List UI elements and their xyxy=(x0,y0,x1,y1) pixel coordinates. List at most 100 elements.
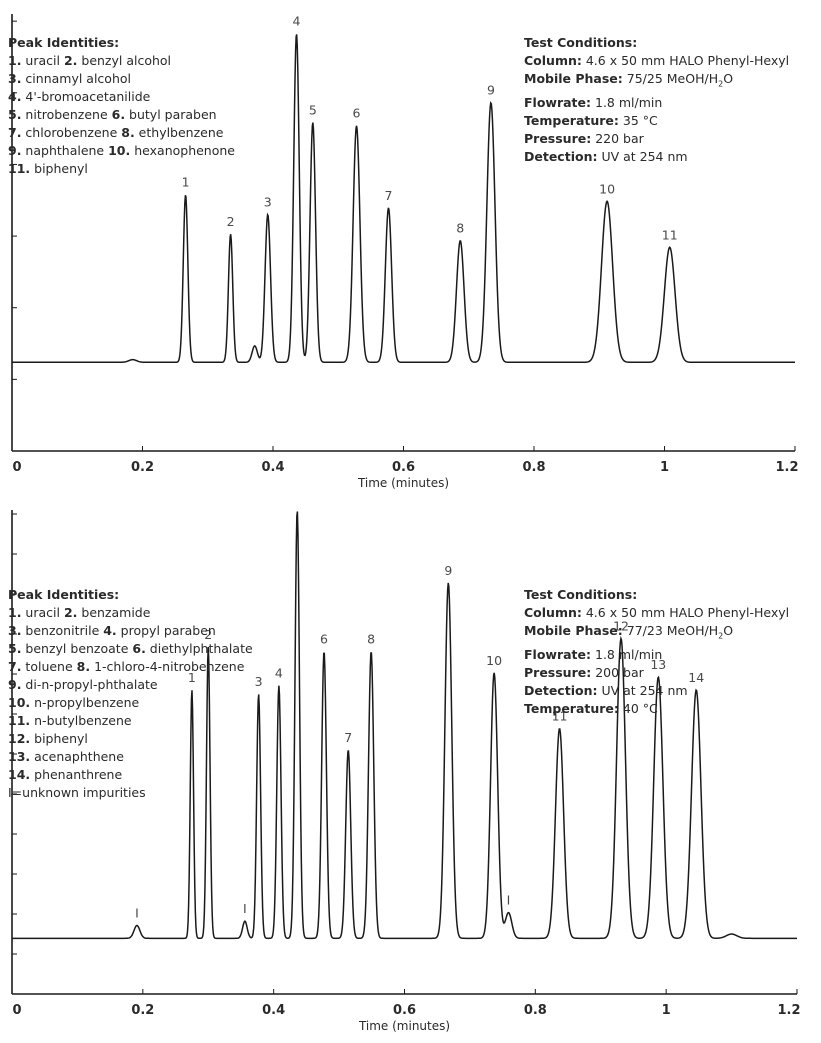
bottom-peak-identity-text: 7. xyxy=(8,659,22,674)
bottom-test-condition-text: 2 xyxy=(718,631,724,641)
top-peak-label: 1 xyxy=(182,175,190,190)
top-peak-identity-line: 1. uracil 2. benzyl alcohol xyxy=(8,52,235,70)
bottom-peak-identity-line: 1. uracil 2. benzamide xyxy=(8,604,253,622)
bottom-peak-identity-text: diethylphthalate xyxy=(145,641,253,656)
bottom-peak-identity-text: di-n-propyl-phthalate xyxy=(21,677,158,692)
top-test-condition-text: 2 xyxy=(718,79,724,89)
bottom-peak-identity-text: 2. xyxy=(63,605,78,620)
bottom-test-condition-text: 4.6 x 50 mm HALO Phenyl-Hexyl xyxy=(581,605,790,620)
bottom-x-axis-title: Time (minutes) xyxy=(358,1019,450,1033)
bottom-test-condition-text: Mobile Phase: xyxy=(524,623,623,638)
bottom-peak-identity-text: I=unknown impurities xyxy=(8,785,146,800)
bottom-peak-identity-line: 7. toluene 8. 1-chloro-4-nitrobenzene xyxy=(8,658,253,676)
bottom-test-condition-text: 200 bar xyxy=(591,664,644,680)
bottom-peak-label: 13 xyxy=(650,657,666,672)
bottom-peak-identity-line: 3. benzonitrile 4. propyl paraben xyxy=(8,622,253,640)
bottom-x-tick-label: 0.2 xyxy=(131,1003,154,1018)
top-x-tick-label: 0.8 xyxy=(522,460,545,475)
bottom-test-condition-line: Column: 4.6 x 50 mm HALO Phenyl-Hexyl xyxy=(524,604,789,622)
bottom-peak-label: 6 xyxy=(320,631,328,646)
top-peak-label: 6 xyxy=(353,106,361,121)
top-peak-identity-text: 11. xyxy=(8,161,31,176)
bottom-test-condition-line: Pressure: 200 bar xyxy=(524,664,789,682)
chromatogram-top: 0 0.2 0.4 0.6 0.8 1 1.2 Time (minutes) 1 2 3 4 5 6 7 8 9… xyxy=(0,0,821,510)
bottom-x-tick-label: 1 xyxy=(662,1003,671,1018)
top-test-condition-text: Column: xyxy=(524,53,582,68)
top-peak-identity-line: 7. chlorobenzene 8. ethylbenzene xyxy=(8,124,235,142)
bottom-test-condition-line: Temperature: 40 °C xyxy=(524,700,789,718)
bottom-test-conditions-list: Column: 4.6 x 50 mm HALO Phenyl-Hexyl Mob… xyxy=(524,604,789,718)
bottom-test-condition-text: 77/23 MeOH/H xyxy=(622,623,719,638)
bottom-peak-identity-text: uracil xyxy=(21,605,64,620)
bottom-peak-identity-text: n-butylbenzene xyxy=(30,713,132,728)
top-peak-label: 5 xyxy=(309,102,317,117)
top-test-condition-text: UV at 254 nm xyxy=(597,148,688,164)
bottom-peak-identity-text: biphenyl xyxy=(30,731,88,746)
bottom-test-conditions: Test Conditions: Column: 4.6 x 50 mm HAL… xyxy=(524,586,789,718)
top-peak-identity-text: 9. xyxy=(8,143,22,158)
bottom-peak-identity-line: 9. di-n-propyl-phthalate xyxy=(8,676,253,694)
bottom-test-condition-text: Column: xyxy=(524,605,582,620)
top-x-tick-label: 1 xyxy=(660,460,669,475)
bottom-peak-identity-text: 11. xyxy=(8,713,31,728)
top-test-condition-text: Detection: xyxy=(524,148,598,164)
top-trace xyxy=(12,34,795,364)
top-x-tick-label: 0.2 xyxy=(131,460,154,475)
bottom-peak-identity-text: benzyl benzoate xyxy=(21,641,133,656)
bottom-trace xyxy=(12,511,797,940)
top-peak-identity-text: 5. xyxy=(8,107,22,122)
bottom-peak-identity-line: 14. phenanthrene xyxy=(8,766,253,784)
top-peak-label: 10 xyxy=(599,181,615,196)
top-peak-identity-text: 6. xyxy=(111,107,126,122)
top-test-condition-line: Detection: UV at 254 nm xyxy=(524,148,789,166)
bottom-peak-label: 4 xyxy=(275,666,283,681)
top-peak-identity-text: uracil xyxy=(21,53,64,68)
top-peak-identity-text: 8. xyxy=(121,125,135,140)
top-test-condition-line: Column: 4.6 x 50 mm HALO Phenyl-Hexyl xyxy=(524,52,789,70)
bottom-test-condition-text: 1.8 ml/min xyxy=(591,646,663,662)
top-test-conditions-title: Test Conditions: xyxy=(524,35,638,50)
bottom-peak-identity-text: benzonitrile xyxy=(21,623,104,638)
top-peak-identity-text: chlorobenzene xyxy=(21,125,122,140)
top-test-condition-text: 220 bar xyxy=(591,130,644,146)
bottom-peak-label: 14 xyxy=(688,670,704,685)
bottom-peak-label: 2 xyxy=(204,627,212,642)
bottom-peak-label: 10 xyxy=(486,653,502,668)
bottom-x-tick-label: 0.6 xyxy=(393,1003,416,1018)
top-x-axis-title: Time (minutes) xyxy=(357,476,449,490)
top-test-condition-text: Mobile Phase: xyxy=(524,71,623,86)
top-test-condition-text: 4.6 x 50 mm HALO Phenyl-Hexyl xyxy=(581,53,790,68)
top-peak-label: 7 xyxy=(385,188,393,203)
bottom-peak-identities-list: 1. uracil 2. benzamide 3. benzonitrile 4.… xyxy=(8,604,253,802)
bottom-x-tick-label: 0 xyxy=(12,1003,21,1018)
top-test-condition-line: Temperature: 35 °C xyxy=(524,112,789,130)
bottom-x-tick-label: 0.8 xyxy=(524,1003,547,1018)
bottom-peak-identities: Peak Identities: 1. uracil 2. benzamide 3… xyxy=(8,586,253,802)
top-peak-identity-text: benzyl alcohol xyxy=(77,53,172,68)
top-test-condition-line: Flowrate: 1.8 ml/min xyxy=(524,94,789,112)
top-peak-identity-text: hexanophenone xyxy=(130,143,235,158)
bottom-peak-label: 7 xyxy=(344,730,352,745)
top-test-condition-text: Flowrate: xyxy=(524,94,592,110)
bottom-peak-identity-line: I=unknown impurities xyxy=(8,784,253,802)
top-test-condition-text: 1.8 ml/min xyxy=(591,94,663,110)
bottom-test-condition-text: 40 °C xyxy=(618,700,658,716)
bottom-test-condition-text: Pressure: xyxy=(524,664,592,680)
bottom-test-condition-text: Temperature: xyxy=(524,700,619,716)
top-peak-label: 8 xyxy=(456,221,464,236)
top-x-tick-label: 0.6 xyxy=(392,460,415,475)
bottom-peak-identity-text: 5. xyxy=(8,641,22,656)
top-peak-identity-text: ethylbenzene xyxy=(134,125,224,140)
top-peak-identity-text: 4'-bromoacetanilide xyxy=(21,89,151,104)
top-peak-identity-line: 3. cinnamyl alcohol xyxy=(8,70,235,88)
bottom-peak-label: 8 xyxy=(367,631,375,646)
bottom-peak-identity-text: 1. xyxy=(8,605,22,620)
top-test-condition-text: 35 °C xyxy=(618,112,658,128)
bottom-peak-identity-text: acenaphthene xyxy=(30,749,124,764)
bottom-peak-identity-line: 5. benzyl benzoate 6. diethylphthalate xyxy=(8,640,253,658)
top-test-condition-line: Pressure: 220 bar xyxy=(524,130,789,148)
bottom-peak-identity-text: toluene xyxy=(21,659,77,674)
bottom-peak-identities-title: Peak Identities: xyxy=(8,587,120,602)
